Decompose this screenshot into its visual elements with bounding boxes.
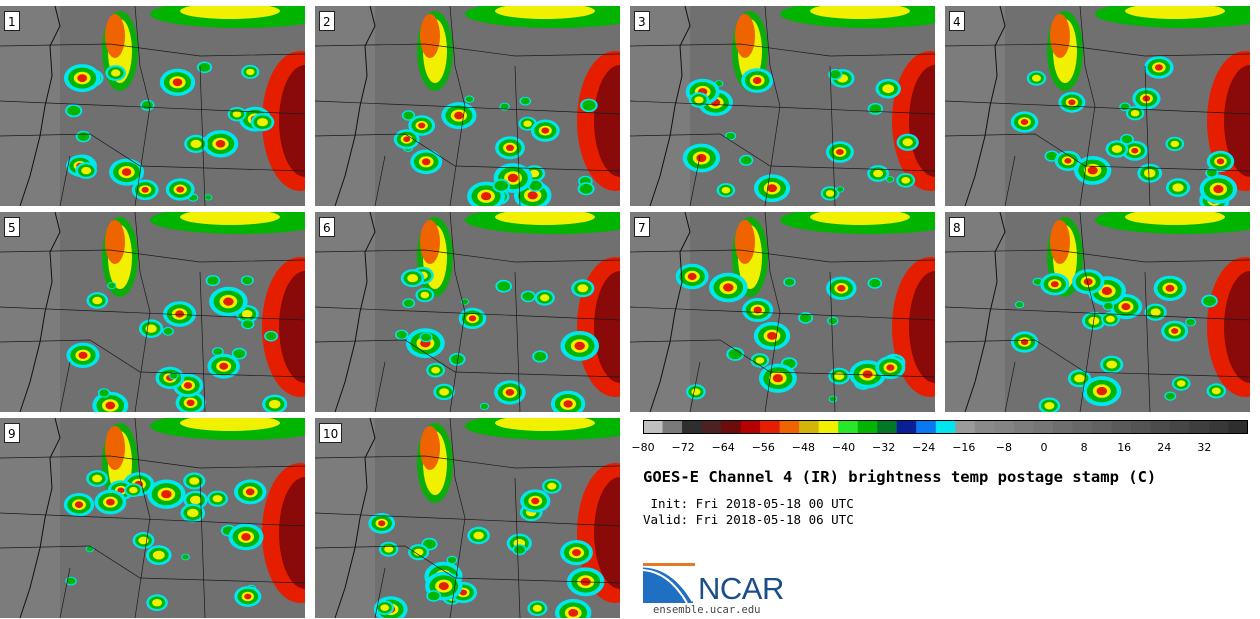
colorbar-swatch [1189, 420, 1210, 434]
map-panel: 8 [945, 212, 1250, 412]
colorbar-swatch [760, 420, 781, 434]
valid-time: Valid: Fri 2018-05-18 06 UTC [643, 512, 854, 527]
colorbar-tick-label: 0 [1040, 441, 1048, 454]
site-url: ensemble.ucar.edu [653, 604, 761, 616]
colorbar-swatch [643, 420, 664, 434]
satellite-image [0, 212, 305, 412]
colorbar-swatch [1130, 420, 1151, 434]
colorbar-swatch [974, 420, 995, 434]
panel-label: 1 [4, 11, 20, 31]
satellite-image [315, 6, 620, 206]
colorbar-swatch [994, 420, 1015, 434]
colorbar-swatch [1228, 420, 1248, 434]
satellite-image [945, 212, 1250, 412]
colorbar-tick-label: 32 [1197, 441, 1212, 454]
colorbar-tick-label: −80 [631, 441, 655, 454]
map-panel: 3 [630, 6, 935, 206]
colorbar-tick-label: 24 [1157, 441, 1172, 454]
colorbar-tick-label: −72 [671, 441, 695, 454]
colorbar-swatch [1072, 420, 1093, 434]
colorbar-swatch [838, 420, 859, 434]
satellite-image [945, 6, 1250, 206]
panel-label: 6 [319, 217, 335, 237]
map-panel: 9 [0, 418, 305, 618]
colorbar-swatch [1091, 420, 1112, 434]
colorbar-swatch [1150, 420, 1171, 434]
satellite-image [315, 212, 620, 412]
panel-label: 8 [949, 217, 965, 237]
colorbar-tick-label: −16 [952, 441, 976, 454]
colorbar-tick-label: −32 [871, 441, 896, 454]
colorbar-swatch [935, 420, 956, 434]
colorbar-swatch [877, 420, 898, 434]
panel-label: 5 [4, 217, 20, 237]
colorbar-swatch [1052, 420, 1073, 434]
colorbar-swatch [682, 420, 703, 434]
ncar-logo-icon [643, 563, 695, 603]
panel-label: 10 [319, 423, 343, 443]
colorbar-swatch [1208, 420, 1229, 434]
panel-label: 3 [634, 11, 650, 31]
colorbar-swatch [721, 420, 742, 434]
satellite-image [0, 6, 305, 206]
colorbar-swatch [1033, 420, 1054, 434]
colorbar-swatch [662, 420, 683, 434]
colorbar-tick-label: 8 [1080, 441, 1088, 454]
colorbar-swatch [955, 420, 976, 434]
colorbar-swatch [1013, 420, 1034, 434]
colorbar-swatch [857, 420, 878, 434]
colorbar-tick-label: −64 [711, 441, 735, 454]
map-panel: 7 [630, 212, 935, 412]
map-panel: 5 [0, 212, 305, 412]
colorbar [643, 420, 1248, 434]
panel-label: 7 [634, 217, 650, 237]
colorbar-swatch [916, 420, 937, 434]
colorbar-swatch [701, 420, 722, 434]
satellite-image [630, 212, 935, 412]
panel-label: 4 [949, 11, 965, 31]
panel-label: 2 [319, 11, 335, 31]
colorbar-tick-label: −56 [751, 441, 775, 454]
init-time: Init: Fri 2018-05-18 00 UTC [643, 496, 854, 511]
colorbar-swatch [1169, 420, 1190, 434]
logo-text: NCAR [698, 571, 784, 606]
satellite-image [315, 418, 620, 618]
colorbar-swatch [896, 420, 917, 434]
colorbar-tick-label: −48 [791, 441, 815, 454]
figure-title: GOES-E Channel 4 (IR) brightness temp po… [643, 468, 1157, 486]
colorbar-swatch [779, 420, 800, 434]
map-panel: 4 [945, 6, 1250, 206]
map-panel: 10 [315, 418, 620, 618]
colorbar-tick-label: −24 [912, 441, 936, 454]
colorbar-tick-label: −8 [995, 441, 1012, 454]
colorbar-swatch [818, 420, 839, 434]
satellite-image [0, 418, 305, 618]
colorbar-tick-label: 16 [1117, 441, 1132, 454]
colorbar-swatch [1111, 420, 1132, 434]
map-panel: 2 [315, 6, 620, 206]
colorbar-border [643, 420, 1248, 434]
colorbar-swatch [799, 420, 820, 434]
panel-label: 9 [4, 423, 20, 443]
map-panel: 6 [315, 212, 620, 412]
map-panel: 1 [0, 6, 305, 206]
satellite-image [630, 6, 935, 206]
colorbar-swatch [740, 420, 761, 434]
colorbar-tick-label: −40 [831, 441, 856, 454]
